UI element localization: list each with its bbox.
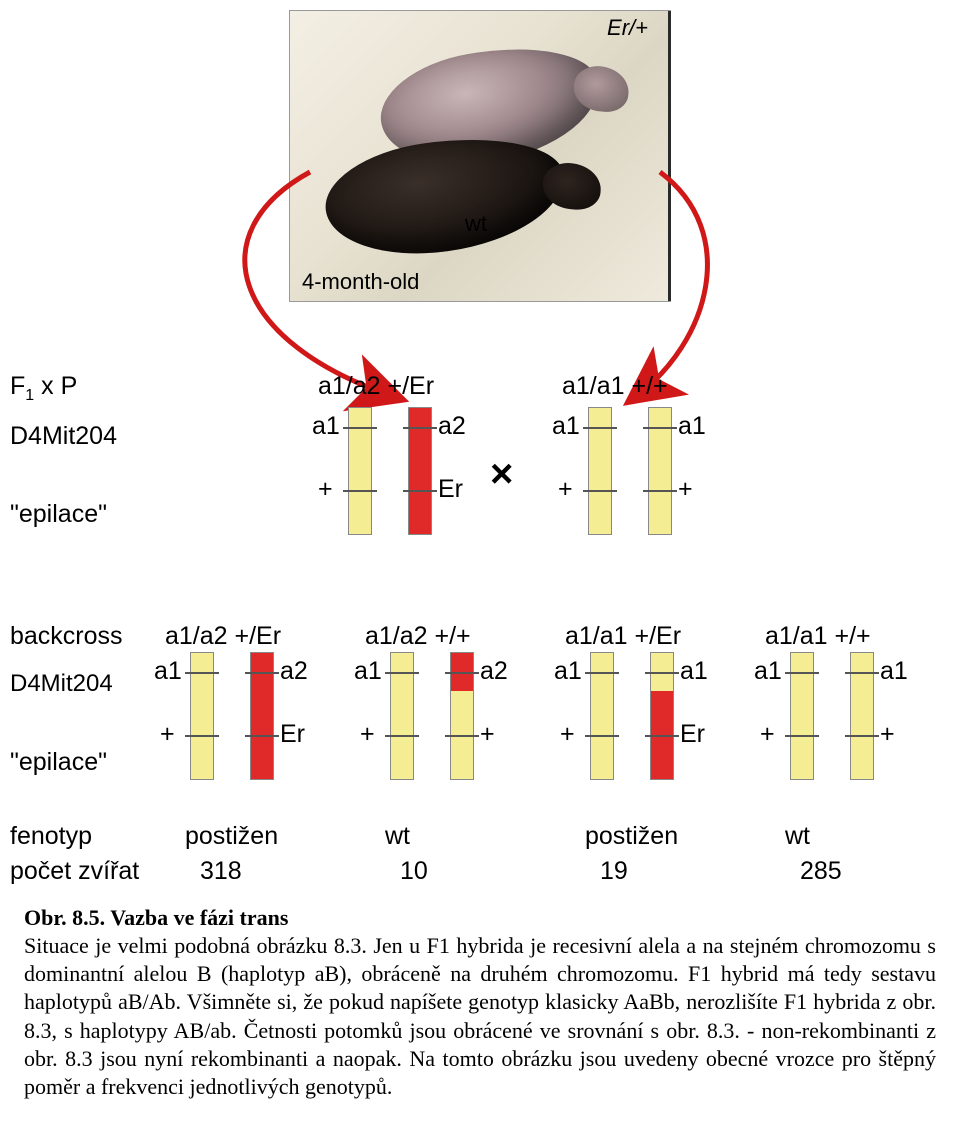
cross-left-header: a1/a2 +/Er	[318, 372, 434, 401]
allele-label: +	[678, 475, 693, 504]
label-f1xp-tail: x P	[34, 372, 77, 400]
chromosome-bar	[790, 652, 814, 780]
allele-label: a2	[480, 657, 508, 686]
allele-label: Er	[680, 720, 705, 749]
cross-symbol: ×	[490, 452, 513, 497]
allele-label: a1	[154, 657, 182, 686]
photo-label-wt: wt	[465, 211, 487, 237]
backcross-count: 318	[200, 857, 242, 886]
chromosome-bar	[590, 652, 614, 780]
label-f1xp-f: F	[10, 372, 25, 400]
backcross-header: a1/a1 +/Er	[565, 622, 681, 651]
label-backcross: backcross	[10, 622, 123, 651]
allele-label: +	[318, 475, 333, 504]
allele-label: a1	[554, 657, 582, 686]
allele-label: a1	[680, 657, 708, 686]
allele-label: a2	[280, 657, 308, 686]
backcross-count: 10	[400, 857, 428, 886]
figure-caption: Obr. 8.5. Vazba ve fázi trans Situace je…	[0, 892, 960, 1125]
label-fenotyp: fenotyp	[10, 822, 92, 851]
label-f1xp-sub: 1	[25, 387, 34, 404]
photo-border	[668, 11, 671, 301]
caption-title: Obr. 8.5. Vazba ve fázi trans	[24, 905, 288, 930]
chromosome-bar	[408, 407, 432, 535]
backcross-header: a1/a2 +/+	[365, 622, 471, 651]
chromosome-bar	[250, 652, 274, 780]
allele-label: Er	[280, 720, 305, 749]
allele-label: +	[558, 475, 573, 504]
backcross-header: a1/a2 +/Er	[165, 622, 281, 651]
allele-label: a1	[754, 657, 782, 686]
label-marker-bot: D4Mit204	[10, 670, 113, 698]
chromosome-bar	[648, 407, 672, 535]
backcross-count: 19	[600, 857, 628, 886]
photo-label-age: 4-month-old	[302, 269, 419, 295]
allele-label: +	[560, 720, 575, 749]
chromosome-bar	[190, 652, 214, 780]
caption-body: Situace je velmi podobná obrázku 8.3. Je…	[24, 933, 936, 1099]
label-f1xp: F1 x P	[10, 372, 77, 405]
allele-label: a1	[312, 412, 340, 441]
label-pocet: počet zvířat	[10, 857, 139, 886]
allele-label: +	[480, 720, 495, 749]
allele-label: +	[880, 720, 895, 749]
backcross-fenotyp: postižen	[585, 822, 678, 851]
chromosome-bar	[650, 652, 674, 780]
allele-label: a1	[354, 657, 382, 686]
photo-panel: Er/+ wt 4-month-old	[289, 10, 671, 302]
backcross-count: 285	[800, 857, 842, 886]
label-marker-top: D4Mit204	[10, 422, 117, 451]
allele-label: +	[760, 720, 775, 749]
backcross-fenotyp: postižen	[185, 822, 278, 851]
chromosome-bar	[348, 407, 372, 535]
allele-label: a1	[880, 657, 908, 686]
allele-label: a1	[678, 412, 706, 441]
diagram: F1 x P D4Mit204 "epilace" backcross D4Mi…	[0, 352, 960, 892]
allele-label: a2	[438, 412, 466, 441]
allele-label: +	[360, 720, 375, 749]
photo-label-er: Er/+	[607, 15, 648, 41]
allele-label: Er	[438, 475, 463, 504]
chromosome-bar	[390, 652, 414, 780]
backcross-fenotyp: wt	[385, 822, 410, 851]
backcross-fenotyp: wt	[785, 822, 810, 851]
label-epilace-bot: "epilace"	[10, 748, 107, 777]
cross-right-header: a1/a1 +/+	[562, 372, 668, 401]
allele-label: +	[160, 720, 175, 749]
chromosome-bar	[588, 407, 612, 535]
chromosome-bar	[450, 652, 474, 780]
allele-label: a1	[552, 412, 580, 441]
chromosome-bar	[850, 652, 874, 780]
backcross-header: a1/a1 +/+	[765, 622, 871, 651]
label-epilace-top: "epilace"	[10, 500, 107, 529]
